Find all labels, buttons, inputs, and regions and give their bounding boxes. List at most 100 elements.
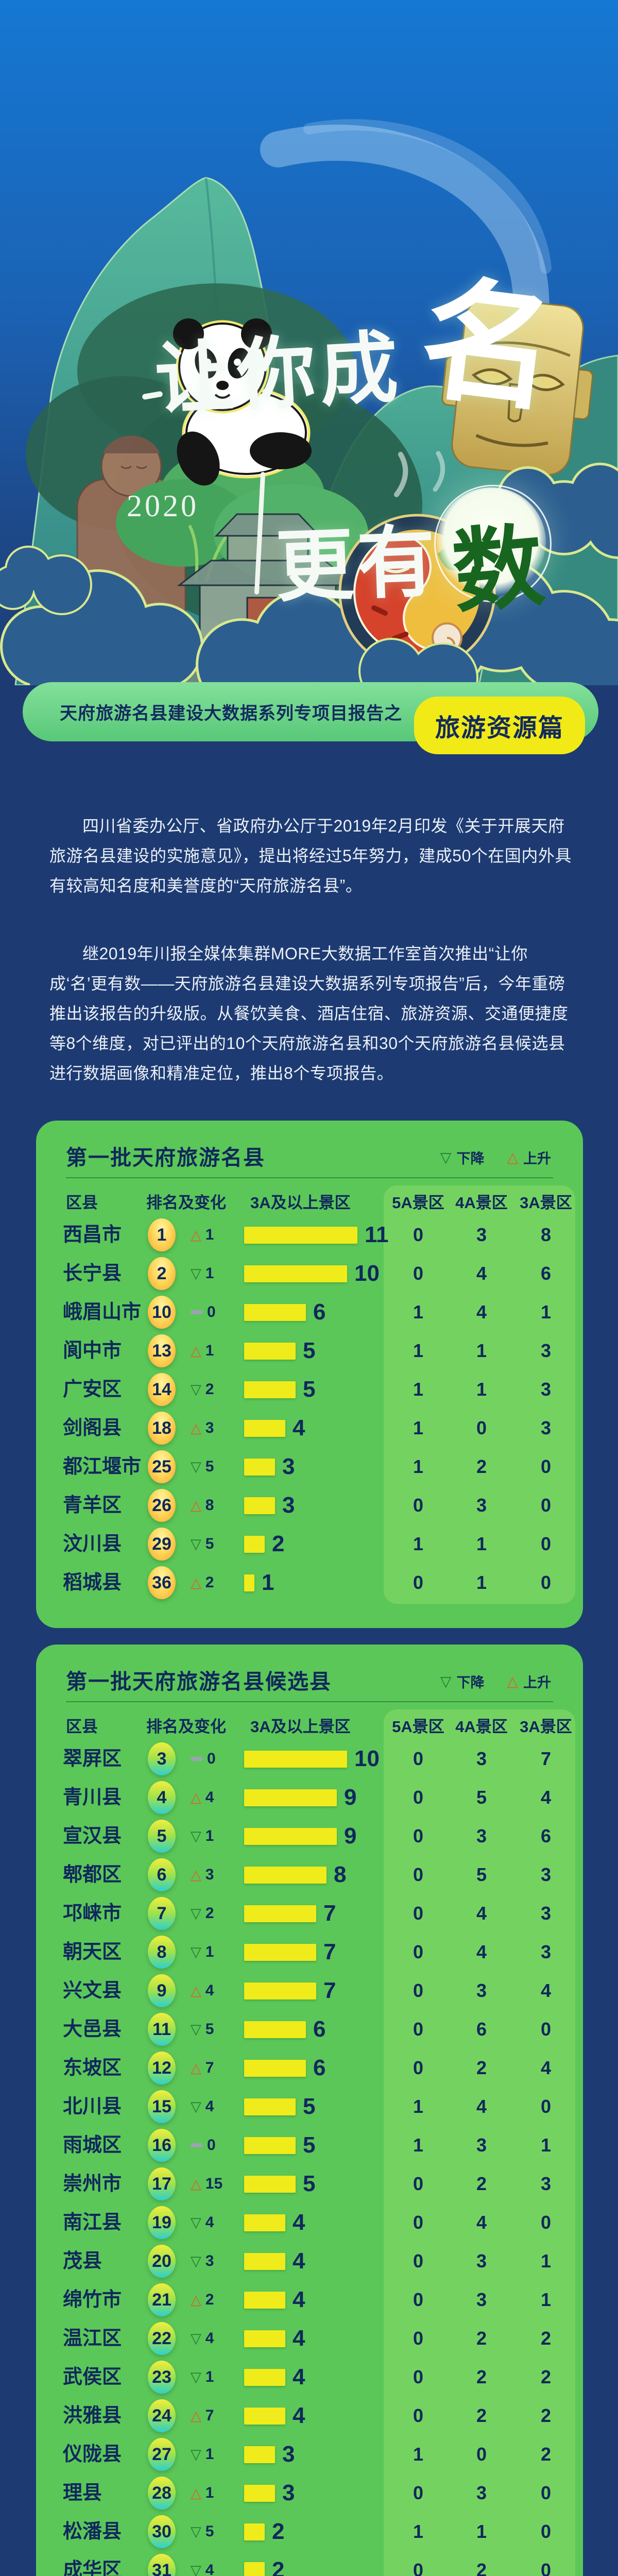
header-5a: 5A景区 <box>392 1194 444 1212</box>
total-value: 5 <box>303 1377 316 1402</box>
score-bar <box>244 2446 275 2463</box>
rank-change-value: 5 <box>205 2021 214 2038</box>
county-name: 温江区 <box>63 2328 122 2349</box>
rank-badge: 26 <box>148 1489 176 1522</box>
a4-count: 4 <box>476 1263 487 1284</box>
county-name: 都江堰市 <box>63 1456 142 1478</box>
a3-count: 0 <box>540 2212 552 2233</box>
a4-count: 3 <box>476 1980 487 2001</box>
rank-badge: 20 <box>148 2245 176 2278</box>
county-name: 汶川县 <box>63 1533 122 1555</box>
total-value: 10 <box>354 1261 380 1286</box>
a3-count: 8 <box>540 1224 552 1245</box>
score-bar <box>244 1227 357 1244</box>
county-name: 武侯区 <box>63 2366 122 2388</box>
rank-change-value: 2 <box>205 1574 214 1591</box>
county-name: 长宁县 <box>63 1263 122 1284</box>
rank-change-value: 1 <box>205 2484 214 2501</box>
legend-down-label: 下降 <box>456 1675 485 1690</box>
up-triangle-icon: △ <box>191 2485 201 2501</box>
main-title-emph-ming: 名 <box>413 263 563 428</box>
county-name: 南江县 <box>63 2212 122 2233</box>
rank-change: ▽ 1 <box>191 2358 214 2396</box>
table-card-famous-counties: 第一批天府旅游名县 ▽ 下降 △ 上升 区县 排名及变化 3A及以上景区 5A景… <box>36 1121 583 1628</box>
a5-count: 1 <box>413 2521 424 2542</box>
up-triangle-icon: △ <box>507 1673 518 1689</box>
scenic-grade-panel <box>384 1185 575 1604</box>
a4-count: 3 <box>476 1748 487 1769</box>
score-bar <box>244 1265 347 1282</box>
county-name: 稻城县 <box>63 1572 122 1594</box>
table-row: 兴文县 9 △ 4 7 0 3 4 <box>36 1972 583 2010</box>
rank-change: △ 3 <box>191 1856 214 1894</box>
total-value: 9 <box>344 1823 357 1849</box>
rank-change-value: 1 <box>205 2446 214 2463</box>
a4-count: 2 <box>476 1456 487 1477</box>
rank-change-value: 0 <box>207 2137 216 2154</box>
rank-change: △ 7 <box>191 2049 214 2087</box>
total-value: 5 <box>303 1338 316 1363</box>
table-row: 绵竹市 21 △ 2 4 0 3 1 <box>36 2281 583 2319</box>
a4-count: 1 <box>476 1572 487 1593</box>
a4-count: 4 <box>476 2096 487 2117</box>
total-value: 4 <box>293 2210 305 2235</box>
rank-change: ▽ 1 <box>191 1255 214 1293</box>
rank-badge: 5 <box>148 1820 176 1853</box>
total-value: 10 <box>354 1746 380 1771</box>
down-triangle-icon: ▽ <box>191 1944 201 1960</box>
down-triangle-icon: ▽ <box>191 1536 201 1552</box>
county-name: 朝天区 <box>63 1941 122 1963</box>
total-value: 5 <box>303 2094 316 2119</box>
panda-icon <box>173 318 312 486</box>
down-triangle-icon: ▽ <box>191 2021 201 2037</box>
score-bar <box>244 1343 296 1360</box>
up-triangle-icon: △ <box>191 1789 201 1805</box>
a3-count: 0 <box>540 1495 552 1516</box>
rank-change: ▽ 4 <box>191 2319 214 2358</box>
legend: ▽ 下降 △ 上升 <box>440 1147 551 1167</box>
rank-change-value: 0 <box>207 1750 216 1767</box>
county-name: 青川县 <box>63 1787 122 1808</box>
a5-count: 0 <box>413 2405 424 2426</box>
down-triangle-icon: ▽ <box>191 1381 201 1397</box>
a5-count: 1 <box>413 1533 424 1554</box>
a4-count: 3 <box>476 1825 487 1846</box>
score-bar <box>244 2098 296 2115</box>
score-bar <box>244 2176 296 2193</box>
down-triangle-icon: ▽ <box>191 2446 201 2462</box>
down-triangle-icon: ▽ <box>191 1905 201 1921</box>
total-value: 3 <box>282 2442 295 2467</box>
up-triangle-icon: △ <box>191 1867 201 1883</box>
a5-count: 0 <box>413 2482 424 2503</box>
a3-count: 3 <box>540 1864 552 1885</box>
a3-count: 0 <box>540 1572 552 1593</box>
a3-count: 3 <box>540 1379 552 1400</box>
gold-mask-icon <box>441 297 594 476</box>
legend-up-label: 上升 <box>523 1151 551 1166</box>
table-rows: 西昌市 1 △ 1 11 0 3 8 长宁县 2 ▽ 1 10 0 4 6 峨眉山市 10 0 6 1 4 1 阆中市 13 △ 1… <box>36 1121 583 1628</box>
a5-count: 0 <box>413 1495 424 1516</box>
rank-badge: 1 <box>148 1218 176 1251</box>
a3-count: 1 <box>540 2250 552 2272</box>
rank-badge: 8 <box>148 1936 176 1969</box>
a5-count: 1 <box>413 1456 424 1477</box>
total-value: 3 <box>282 1493 295 1518</box>
score-bar <box>244 1536 265 1553</box>
rank-badge: 7 <box>148 1897 176 1930</box>
intro-paragraph-2: 继2019年川报全媒体集群MORE大数据工作室首次推出“让你成‘名’更有数——天… <box>49 944 569 1082</box>
table-row: 青羊区 26 △ 8 3 0 3 0 <box>36 1486 583 1524</box>
cloud <box>358 638 478 685</box>
county-name: 茂县 <box>63 2250 102 2272</box>
a4-count: 2 <box>476 2057 487 2078</box>
legend-down-label: 下降 <box>456 1151 485 1166</box>
county-name: 绵竹市 <box>63 2289 122 2311</box>
a5-count: 0 <box>413 1224 424 1245</box>
score-bar <box>244 2214 285 2231</box>
a5-count: 0 <box>413 2212 424 2233</box>
total-value: 1 <box>262 1570 274 1595</box>
rank-change: ▽ 2 <box>191 1370 214 1409</box>
total-value: 4 <box>293 2248 305 2274</box>
a3-count: 0 <box>540 1456 552 1477</box>
a5-count: 0 <box>413 2173 424 2194</box>
score-bar <box>244 1574 254 1591</box>
